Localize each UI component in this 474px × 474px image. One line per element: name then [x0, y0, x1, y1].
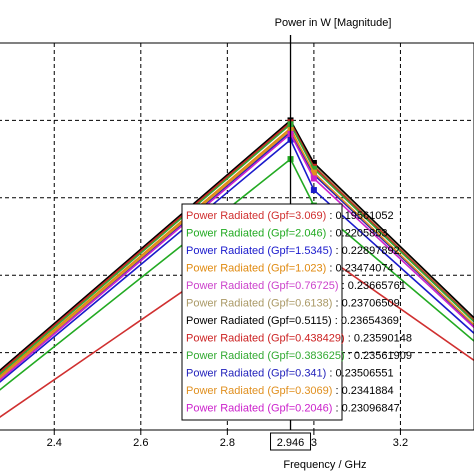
- series-line: [0, 123, 474, 376]
- x-tick-label: 2.4: [47, 437, 62, 449]
- legend-separator: :: [326, 210, 335, 222]
- legend-series-name: Power Radiated (Gpf=0.438429): [186, 333, 345, 345]
- legend-series-value: 0.23590148: [354, 333, 412, 345]
- series-point: [310, 159, 317, 166]
- x-tick-label: 3.2: [393, 437, 408, 449]
- legend-series-name: Power Radiated (Gpf=0.2046): [186, 403, 332, 415]
- legend-series-name: Power Radiated (Gpf=0.341): [186, 368, 326, 380]
- legend-series-value: 0.23561909: [354, 350, 412, 362]
- legend-separator: :: [326, 228, 335, 240]
- legend-entry: Power Radiated (Gpf=3.069) : 0.19561052: [186, 210, 394, 222]
- legend-series-value: 0.23096847: [342, 403, 400, 415]
- legend-separator: :: [332, 298, 341, 310]
- legend-separator: :: [326, 368, 335, 380]
- legend-separator: :: [339, 280, 348, 292]
- plot-frame: [0, 42, 474, 431]
- series-point: [310, 175, 317, 182]
- legend-series-name: Power Radiated (Gpf=3.069): [186, 210, 326, 222]
- legend-entry: Power Radiated (Gpf=0.3069) : 0.2341884: [186, 385, 394, 397]
- legend-series-value: 0.2205853: [336, 228, 388, 240]
- legend-separator: :: [332, 245, 341, 257]
- frequency-marker-label: 2.946: [277, 437, 305, 449]
- series-line: [0, 119, 474, 372]
- legend-separator: :: [345, 333, 354, 345]
- series-layer: [0, 117, 474, 418]
- legend-entry: Power Radiated (Gpf=0.76725) : 0.2366576…: [186, 280, 406, 292]
- legend-entry: Power Radiated (Gpf=0.341) : 0.23506551: [186, 368, 394, 380]
- x-tick-label: 2.8: [220, 437, 235, 449]
- x-tick-layer: 2.4 2.6 2.8 3 3.2: [47, 430, 408, 449]
- legend-entry: Power Radiated (Gpf=0.5115) : 0.23654369: [186, 315, 399, 327]
- legend-series-name: Power Radiated (Gpf=1.023): [186, 263, 326, 275]
- legend-series-name: Power Radiated (Gpf=1.5345): [186, 245, 332, 257]
- legend-separator: :: [326, 263, 335, 275]
- series-point: [310, 165, 317, 172]
- legend-series-value: 0.23654369: [341, 315, 399, 327]
- legend-entry: Power Radiated (Gpf=0.2046) : 0.23096847: [186, 403, 400, 415]
- legend-series-value: 0.22897892: [342, 245, 400, 257]
- legend-series-name: Power Radiated (Gpf=0.5115): [186, 315, 332, 327]
- legend-separator: :: [345, 350, 354, 362]
- legend-entry: Power Radiated (Gpf=0.6138) : 0.23706509: [186, 298, 400, 310]
- chart-title: Power in W [Magnitude]: [275, 17, 392, 29]
- legend-separator: :: [332, 315, 341, 327]
- x-axis-label: Frequency / GHz: [283, 459, 366, 471]
- legend-entry: Power Radiated (Gpf=0.383625) : 0.235619…: [186, 350, 412, 362]
- legend-series-name: Power Radiated (Gpf=2.046): [186, 228, 326, 240]
- series-line: [0, 157, 474, 391]
- series-point: [310, 169, 317, 176]
- frequency-marker-box[interactable]: [270, 432, 312, 451]
- legend-series-name: Power Radiated (Gpf=0.76725): [186, 280, 339, 292]
- legend-series-value: 0.23706509: [342, 298, 400, 310]
- legend-series-value: 0.19561052: [336, 210, 394, 222]
- series-line: [0, 128, 474, 380]
- series-line: [0, 121, 474, 374]
- legend-box: [181, 203, 343, 421]
- legend-entry: Power Radiated (Gpf=1.023) : 0.23474074: [186, 263, 394, 275]
- legend-entry: Power Radiated (Gpf=2.046) : 0.2205853: [186, 228, 388, 240]
- series-line: [0, 138, 474, 383]
- legend-entry: Power Radiated (Gpf=0.438429) : 0.235901…: [186, 333, 412, 345]
- series-point: [310, 187, 317, 194]
- legend: Power Radiated (Gpf=3.069) : 0.19561052P…: [181, 203, 412, 421]
- legend-series-value: 0.23506551: [336, 368, 394, 380]
- legend-series-value: 0.2341884: [342, 385, 394, 397]
- legend-separator: :: [332, 403, 341, 415]
- legend-series-value: 0.23665761: [348, 280, 406, 292]
- legend-entry: Power Radiated (Gpf=1.5345) : 0.22897892: [186, 245, 400, 257]
- x-tick-label: 2.6: [133, 437, 148, 449]
- x-tick-label: 3: [311, 437, 317, 449]
- legend-series-name: Power Radiated (Gpf=0.3069): [186, 385, 332, 397]
- legend-series-name: Power Radiated (Gpf=0.6138): [186, 298, 332, 310]
- legend-series-name: Power Radiated (Gpf=0.383625): [186, 350, 345, 362]
- legend-series-value: 0.23474074: [336, 263, 394, 275]
- series-line: [0, 132, 474, 381]
- legend-separator: :: [332, 385, 341, 397]
